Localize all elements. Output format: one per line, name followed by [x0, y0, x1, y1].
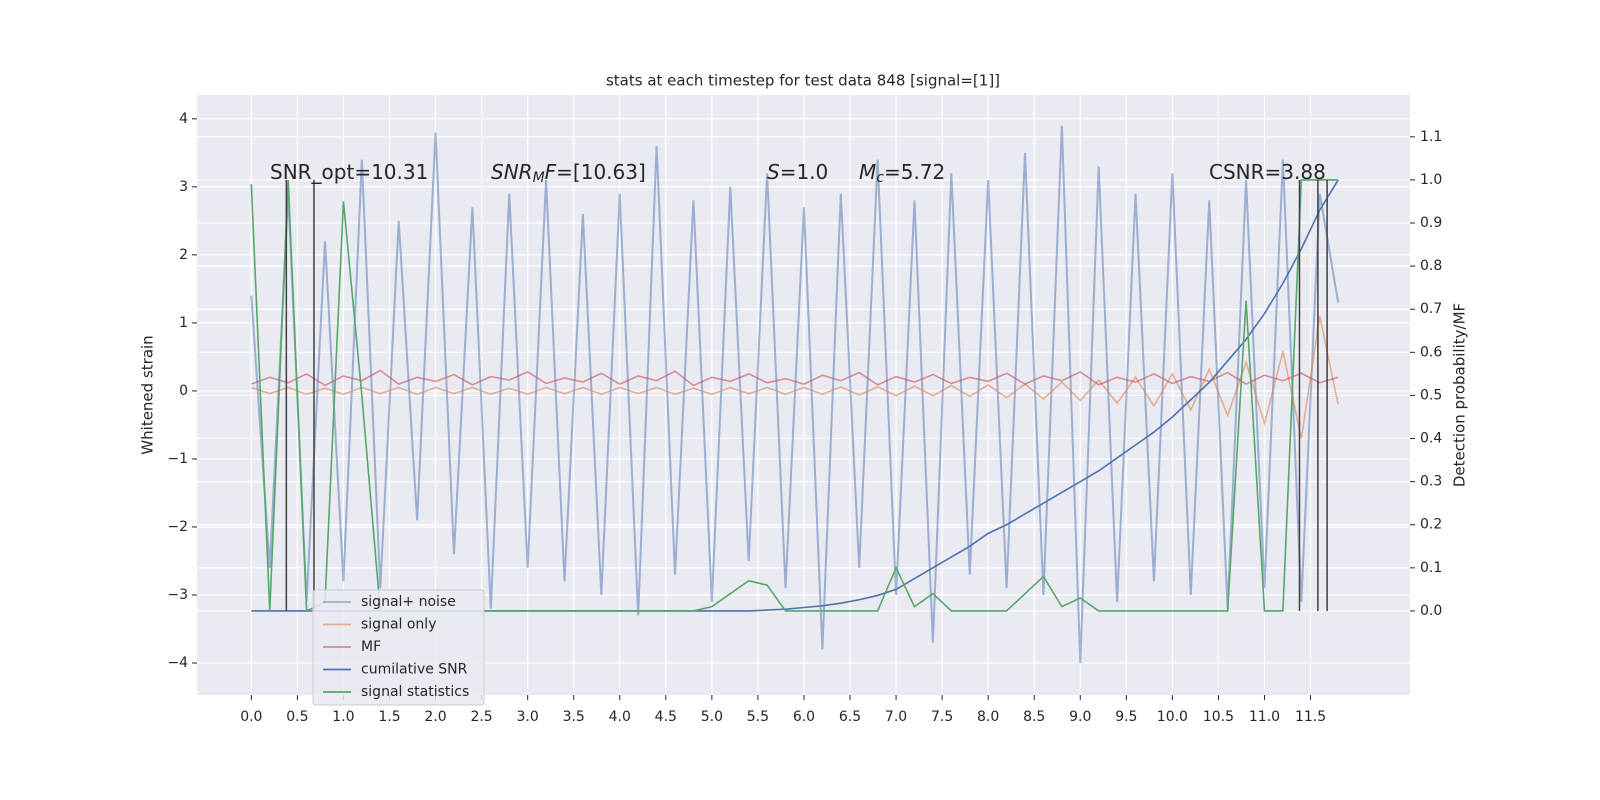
- x-tick-label: 8.0: [977, 709, 999, 725]
- series-line: [251, 315, 1339, 439]
- x-tick-label: 0.5: [286, 709, 308, 725]
- y2-tick-label: 0.3: [1420, 474, 1442, 490]
- x-tick-label: 6.5: [839, 709, 861, 725]
- y2-tick-label: 0.8: [1420, 258, 1442, 274]
- annotation: S=1.0: [767, 160, 828, 184]
- y-tick-label: 2: [179, 247, 188, 263]
- y2-tick-label: 1.0: [1420, 172, 1442, 188]
- y2-tick-label: 0.9: [1420, 215, 1442, 231]
- y-tick-label: 4: [179, 111, 188, 127]
- x-tick-label: 0.0: [240, 709, 262, 725]
- x-tick-label: 4.5: [655, 709, 677, 725]
- series-line: [250, 125, 1340, 664]
- annotation-part: =5.72: [884, 160, 945, 184]
- x-tick-label: 4.0: [609, 709, 631, 725]
- annotation-part: F: [545, 160, 557, 184]
- x-tick-label: 7.0: [885, 709, 907, 725]
- x-tick-label: 9.0: [1069, 709, 1091, 725]
- x-tick-label: 2.0: [424, 709, 446, 725]
- y-tick-label: −2: [167, 519, 188, 535]
- annotation-part: M: [859, 160, 876, 184]
- y2-tick-label: 0.2: [1420, 517, 1442, 533]
- legend-label: signal statistics: [361, 684, 469, 700]
- y-tick-label: 3: [179, 179, 188, 195]
- x-tick-label: 10.5: [1203, 709, 1234, 725]
- x-tick-label: 5.0: [701, 709, 723, 725]
- legend-label: signal+ noise: [361, 594, 456, 610]
- y-tick-label: −4: [167, 655, 188, 671]
- x-tick-label: 3.5: [563, 709, 585, 725]
- x-tick-label: 9.5: [1115, 709, 1137, 725]
- series-line: [251, 369, 1339, 387]
- x-tick-label: 2.5: [470, 709, 492, 725]
- x-tick-label: 1.5: [378, 709, 400, 725]
- x-tick-label: 11.0: [1249, 709, 1280, 725]
- y2-tick-label: 0.0: [1420, 603, 1442, 619]
- x-tick-label: 10.0: [1157, 709, 1188, 725]
- annotation-part: SNR_opt=10.31: [270, 160, 428, 184]
- legend-label: signal only: [361, 617, 436, 633]
- y-axis-label: Whitened strain: [139, 335, 157, 454]
- x-tick-label: 1.0: [332, 709, 354, 725]
- y-tick-label: 0: [179, 383, 188, 399]
- annotation: SNR_opt=10.31: [270, 160, 428, 184]
- y2-tick-label: 0.4: [1420, 431, 1442, 447]
- annotation-part: c: [876, 170, 884, 186]
- y2-tick-label: 0.7: [1420, 301, 1442, 317]
- y2-tick-label: 1.1: [1420, 129, 1442, 145]
- annotation-part: M: [533, 170, 545, 186]
- x-tick-label: 6.0: [793, 709, 815, 725]
- x-tick-label: 3.0: [517, 709, 539, 725]
- annotation: SNRMF=[10.63]: [491, 160, 646, 187]
- x-tick-label: 8.5: [1023, 709, 1045, 725]
- y2-tick-label: 0.1: [1420, 560, 1442, 576]
- x-tick-label: 5.5: [747, 709, 769, 725]
- y-tick-label: −1: [167, 451, 188, 467]
- annotation-part: SNR: [491, 160, 533, 184]
- chart-title: stats at each timestep for test data 848…: [606, 72, 1000, 90]
- annotation-part: CSNR=3.88: [1209, 160, 1326, 184]
- legend-box: [312, 589, 485, 706]
- y2-axis-label: Detection probability/MF: [1451, 303, 1469, 487]
- annotation-part: =1.0: [780, 160, 829, 184]
- y-tick-label: 1: [179, 315, 188, 331]
- x-tick-label: 11.5: [1295, 709, 1326, 725]
- x-tick-label: 7.5: [931, 709, 953, 725]
- y2-tick-label: 0.6: [1420, 344, 1442, 360]
- legend-label: MF: [361, 639, 381, 655]
- annotation: Mc=5.72: [859, 160, 945, 187]
- annotation: CSNR=3.88: [1209, 160, 1326, 184]
- annotation-part: =[10.63]: [556, 160, 646, 184]
- legend-label: cumilative SNR: [361, 662, 468, 678]
- y2-tick-label: 0.5: [1420, 387, 1442, 403]
- y-tick-label: −3: [167, 587, 188, 603]
- annotation-part: S: [767, 160, 780, 184]
